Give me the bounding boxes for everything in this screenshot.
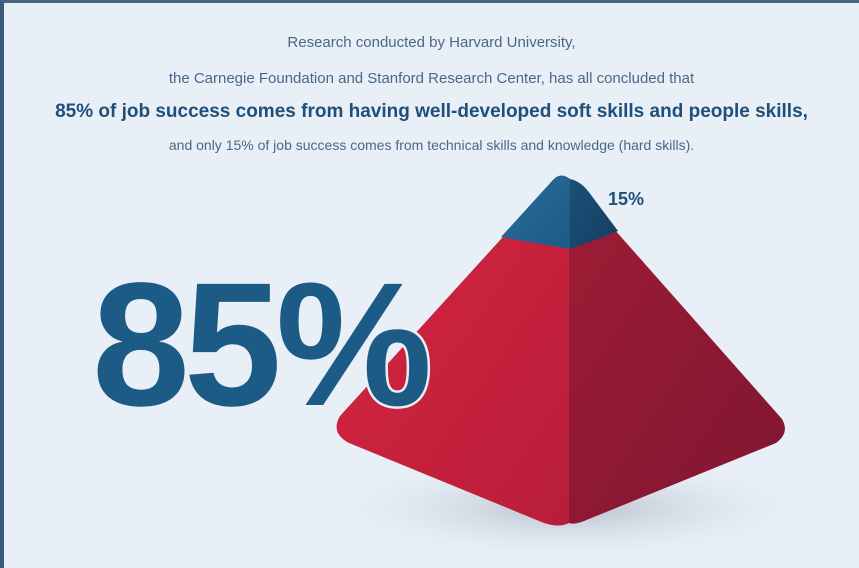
headline: 85% of job success comes from having wel… — [55, 101, 808, 122]
intro-line-2: the Carnegie Foundation and Stanford Res… — [168, 70, 695, 87]
intro-text-block: Research conducted by Harvard University… — [4, 33, 859, 154]
intro-line-4: and only 15% of job success comes from t… — [168, 137, 695, 153]
pyramid-cap-left-15-percent — [501, 175, 570, 249]
small-stat-15-percent: 15% — [608, 189, 644, 209]
pyramid-cap-right-15-percent — [570, 179, 618, 249]
intro-line-1: Research conducted by Harvard University… — [287, 34, 576, 51]
pyramid-right-face-85-percent — [562, 184, 785, 524]
pyramid-left-face-85-percent — [336, 179, 569, 526]
big-stat-85-percent: 85% — [92, 247, 428, 443]
pyramid-graphic: 85% 15% — [90, 175, 829, 563]
